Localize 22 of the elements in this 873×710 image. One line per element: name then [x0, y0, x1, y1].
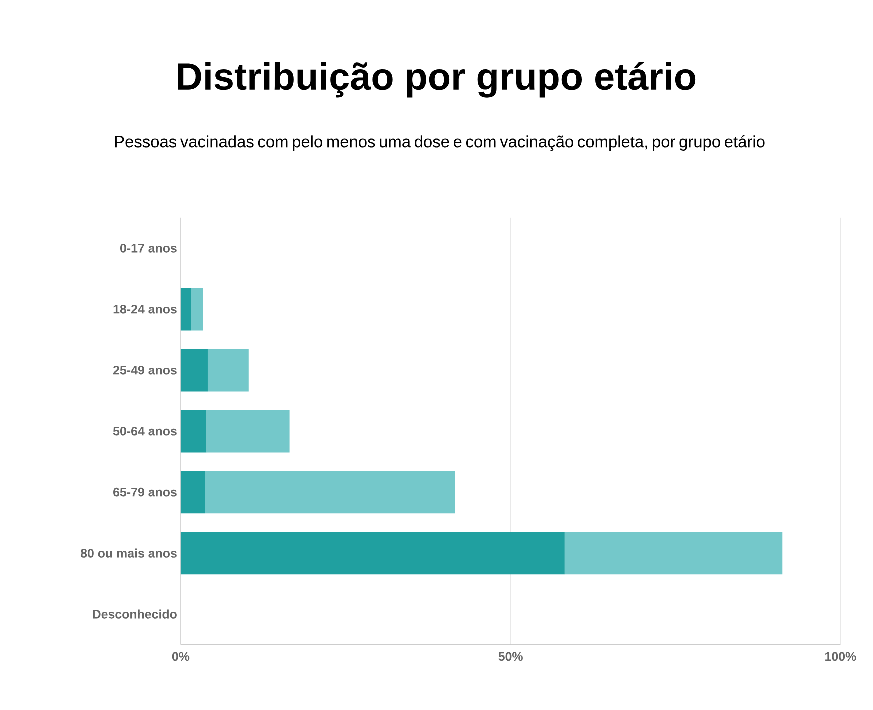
- bar: [180, 410, 207, 453]
- bar: [208, 349, 249, 392]
- bar: [180, 471, 206, 514]
- y-tick-label: Desconhecido: [93, 610, 177, 619]
- chart-subtitle: Pessoas vacinadas com pelo menos uma dose e com vacinação completa, por grupo etário: [115, 136, 765, 152]
- y-tick-label: 18-24 anos: [114, 305, 177, 314]
- x-tick-label: 100%: [826, 652, 856, 662]
- bar: [205, 471, 456, 514]
- bar: [191, 288, 204, 331]
- bar: [180, 532, 565, 575]
- bar: [564, 532, 783, 575]
- bar: [206, 410, 290, 453]
- bar: [180, 349, 208, 392]
- x-tick-label: 0%: [172, 652, 190, 662]
- x-tick-label: 50%: [498, 652, 523, 662]
- y-tick-label: 50-64 anos: [113, 427, 177, 436]
- y-tick-label: 65-79 anos: [114, 488, 177, 497]
- y-tick-label: 80 ou mais anos: [80, 548, 177, 558]
- chart-title: Distribuição por grupo etário: [178, 62, 696, 98]
- y-tick-label: 25-49 anos: [114, 366, 177, 375]
- bar: [180, 288, 192, 331]
- y-tick-label: 0-17 anos: [120, 244, 177, 253]
